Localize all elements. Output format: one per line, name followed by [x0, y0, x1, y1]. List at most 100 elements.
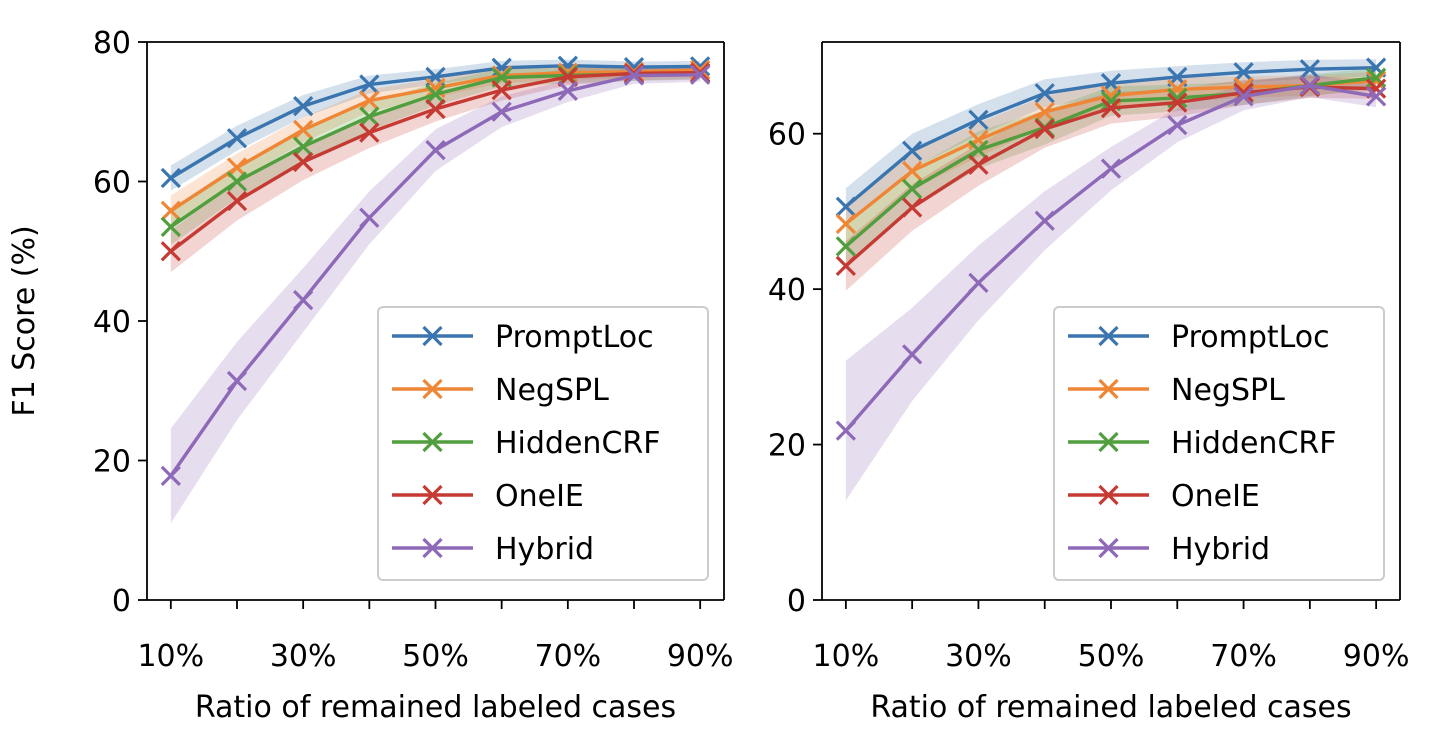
legend-label-hiddencrf: HiddenCRF	[495, 426, 661, 461]
data-point-hybrid	[359, 207, 380, 228]
data-point-oneie	[160, 241, 181, 262]
data-point-hybrid	[226, 370, 248, 392]
data-point-hybrid	[160, 465, 181, 486]
data-point-oneie	[226, 190, 248, 212]
data-point-oneie	[491, 79, 512, 101]
data-point-hybrid	[902, 344, 923, 365]
confidence-band-hybrid	[170, 67, 701, 524]
y-axis-label: F1 Score (%)	[7, 225, 42, 416]
y-tick-label: 20	[93, 445, 131, 480]
data-point-oneie	[293, 151, 314, 173]
legend-marker-promptloc	[422, 325, 443, 347]
legend-label-oneie: OneIE	[1171, 479, 1260, 514]
data-point-hybrid	[1233, 86, 1254, 107]
data-point-hiddencrf	[425, 84, 446, 105]
legend-label-negspl: NegSPL	[495, 373, 609, 408]
x-axis-label: Ratio of remained labeled cases	[870, 690, 1351, 725]
legend-label-hybrid: Hybrid	[495, 532, 594, 567]
y-tick-label: 40	[93, 305, 131, 340]
data-point-oneie	[902, 197, 923, 218]
legend-marker-hiddencrf	[1098, 431, 1119, 453]
data-point-oneie	[1167, 92, 1188, 113]
x-tick-label: 70%	[1210, 639, 1277, 674]
data-point-hybrid	[293, 289, 314, 311]
x-tick-label: 70%	[534, 639, 601, 674]
legend: PromptLoc NegSPL HiddenCRF OneIE Hybrid	[377, 306, 709, 581]
data-point-hiddencrf	[902, 178, 923, 200]
y-tick-label: 60	[768, 118, 806, 153]
data-point-hybrid	[491, 101, 512, 122]
data-point-hybrid	[1034, 210, 1055, 231]
data-point-hiddencrf	[968, 139, 989, 161]
legend-label-oneie: OneIE	[495, 479, 584, 514]
data-point-promptloc	[968, 109, 989, 130]
x-tick-label: 30%	[945, 639, 1012, 674]
y-tick-label: 40	[768, 273, 806, 308]
legend-label-promptloc: PromptLoc	[1171, 320, 1330, 355]
data-point-oneie	[359, 122, 380, 143]
data-point-hiddencrf	[160, 216, 181, 237]
legend-box	[1053, 306, 1385, 581]
data-point-oneie	[1034, 118, 1055, 140]
data-point-hybrid	[968, 272, 989, 294]
data-point-hiddencrf	[226, 171, 248, 192]
data-point-hiddencrf	[293, 136, 314, 157]
legend-label-promptloc: PromptLoc	[495, 320, 654, 355]
data-point-oneie	[835, 255, 856, 276]
data-point-hybrid	[690, 64, 711, 85]
data-point-hybrid	[1167, 115, 1188, 136]
data-point-promptloc	[293, 96, 314, 117]
data-point-hiddencrf	[359, 106, 380, 127]
legend: PromptLoc NegSPL HiddenCRF OneIE Hybrid	[1053, 306, 1385, 581]
legend-label-hybrid: Hybrid	[1171, 532, 1270, 567]
data-point-hiddencrf	[835, 236, 856, 257]
data-point-promptloc	[1034, 83, 1055, 104]
data-point-negspl	[160, 200, 181, 221]
legend-marker-negspl	[422, 378, 443, 400]
data-point-oneie	[968, 154, 989, 175]
x-tick-label: 30%	[270, 639, 337, 674]
data-point-promptloc	[1299, 59, 1320, 80]
y-tick-label: 20	[768, 429, 806, 464]
y-tick-label: 0	[787, 584, 806, 619]
data-point-hybrid	[1299, 75, 1320, 96]
data-point-promptloc	[902, 140, 923, 161]
x-tick-label: 50%	[1078, 639, 1145, 674]
data-point-negspl	[902, 160, 923, 182]
data-point-oneie	[425, 98, 446, 120]
data-point-hybrid	[425, 139, 446, 161]
y-tick-label: 0	[112, 584, 131, 619]
x-tick-label: 90%	[1343, 639, 1410, 674]
confidence-band-hiddencrf	[170, 67, 701, 245]
legend-box	[377, 306, 709, 581]
data-point-promptloc	[226, 128, 248, 149]
data-point-promptloc	[359, 74, 380, 95]
data-point-hybrid	[1100, 158, 1122, 179]
confidence-band-promptloc	[845, 59, 1377, 226]
data-point-negspl	[835, 213, 856, 234]
legend-marker-hybrid	[1098, 537, 1119, 559]
data-point-hybrid	[1366, 86, 1387, 107]
x-tick-label: 10%	[813, 639, 880, 674]
legend-marker-oneie	[1098, 484, 1119, 506]
legend-marker-oneie	[422, 484, 443, 506]
data-point-promptloc	[160, 167, 181, 189]
data-point-promptloc	[835, 196, 856, 217]
data-point-promptloc	[1233, 62, 1254, 83]
right-panel: 0 20 40 60 10% 30% 50% 70% 90% Ratio of remained …	[768, 41, 1410, 725]
x-tick-label: 10%	[137, 639, 204, 674]
data-point-hybrid	[623, 65, 645, 86]
data-point-negspl	[359, 90, 380, 111]
y-tick-label: 60	[93, 166, 131, 201]
data-point-oneie	[1100, 97, 1122, 119]
x-axis-label: Ratio of remained labeled cases	[195, 690, 676, 725]
data-point-hybrid	[835, 420, 856, 441]
confidence-band-hybrid	[845, 73, 1377, 501]
legend-label-hiddencrf: HiddenCRF	[1171, 426, 1337, 461]
y-tick-label: 80	[93, 26, 131, 61]
data-point-hybrid	[557, 80, 578, 101]
data-point-negspl	[293, 119, 314, 141]
legend-marker-promptloc	[1098, 325, 1119, 347]
